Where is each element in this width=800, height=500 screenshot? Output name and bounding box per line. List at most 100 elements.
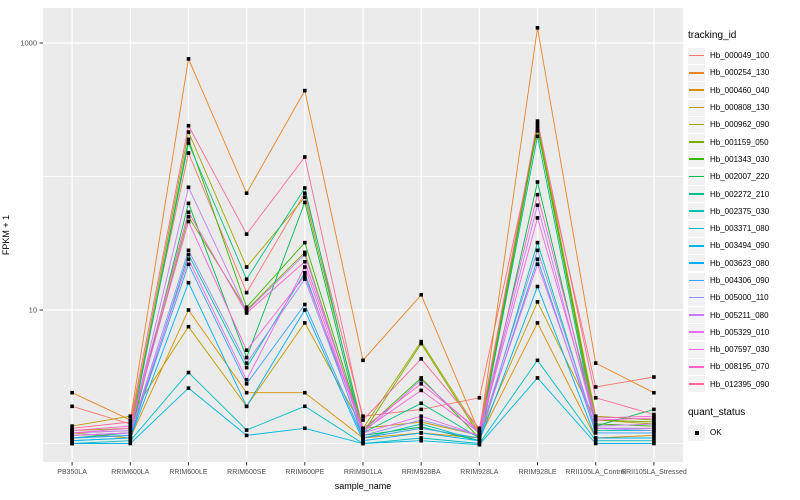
- data-point: [593, 418, 598, 422]
- data-point: [593, 428, 598, 433]
- legend-key-icon: [688, 64, 705, 81]
- legend-item-Hb_001159_050: Hb_001159_050: [688, 133, 800, 151]
- data-point: [186, 123, 191, 128]
- legend-item-Hb_003371_080: Hb_003371_080: [688, 220, 800, 237]
- legend-key-icon: [688, 307, 705, 324]
- legend-key-icon: [688, 376, 705, 393]
- data-point: [419, 388, 423, 393]
- data-point: [70, 426, 74, 431]
- data-point: [419, 407, 423, 412]
- data-point: [535, 216, 540, 220]
- data-point: [419, 339, 423, 344]
- data-point: [419, 376, 423, 380]
- point-marker-icon: [694, 430, 699, 435]
- data-point: [361, 436, 365, 440]
- legend-item-label: Hb_001343_030: [710, 154, 770, 164]
- x-tick-label: PB350LA: [57, 469, 87, 476]
- data-point: [303, 277, 307, 281]
- legend-key-line: [689, 296, 704, 299]
- data-point: [303, 259, 307, 264]
- data-point: [303, 195, 307, 199]
- data-point: [361, 433, 365, 438]
- data-point: [186, 257, 191, 261]
- legend-item-label: Hb_000049_100: [710, 51, 770, 61]
- x-tick-label: RRIM928LA: [460, 469, 498, 476]
- legend-item-label: Hb_012395_090: [710, 379, 770, 389]
- data-point: [186, 280, 191, 285]
- x-tick-label: RRII105LA_Control: [565, 469, 626, 476]
- data-point: [244, 290, 249, 295]
- legend-key-line: [689, 141, 704, 143]
- data-point: [70, 428, 74, 433]
- data-point: [652, 375, 656, 379]
- data-point: [535, 123, 540, 128]
- legend-key-icon: [688, 99, 705, 116]
- data-point: [186, 201, 191, 206]
- legend-key-line: [689, 193, 704, 195]
- data-point: [303, 252, 307, 257]
- data-point: [477, 442, 482, 447]
- legend-key-icon: [688, 358, 705, 375]
- data-point: [128, 433, 133, 438]
- data-point: [128, 414, 133, 418]
- x-tick-label: RRII105LA_Stressed: [621, 469, 687, 476]
- data-point: [477, 428, 482, 433]
- data-point: [303, 200, 307, 205]
- legend: tracking_id Hb_000049_100 Hb_000254_130 Hb…: [688, 30, 800, 441]
- legend-key-line: [689, 89, 704, 91]
- data-point: [419, 341, 423, 346]
- legend-key-icon: [688, 203, 705, 220]
- legend-item-Hb_008195_070: Hb_008195_070: [688, 358, 800, 375]
- data-point: [186, 151, 191, 155]
- data-point: [419, 422, 423, 426]
- data-point: [244, 355, 249, 360]
- data-point: [244, 305, 249, 309]
- legend-key-icon: [688, 220, 705, 237]
- data-point: [128, 441, 133, 446]
- legend-key-icon: [688, 82, 705, 99]
- data-point: [128, 422, 133, 426]
- legend-item-label: Hb_005329_010: [710, 327, 770, 337]
- legend-key-line: [689, 158, 704, 161]
- data-point: [593, 441, 598, 446]
- data-point: [477, 436, 482, 440]
- legend-item-Hb_003623_080: Hb_003623_080: [688, 255, 800, 272]
- y-tick-label: 1000: [20, 39, 37, 48]
- data-point: [303, 426, 307, 431]
- legend-key-line: [689, 348, 704, 351]
- data-point: [652, 426, 656, 431]
- data-point: [244, 191, 249, 195]
- data-point: [593, 431, 598, 435]
- data-point: [652, 424, 656, 428]
- legend-item-Hb_002375_030: Hb_002375_030: [688, 203, 800, 220]
- data-point: [652, 412, 656, 417]
- data-point: [652, 433, 656, 438]
- data-point: [477, 431, 482, 435]
- data-point: [70, 433, 74, 438]
- data-point: [593, 416, 598, 420]
- legend-key-icon: [688, 151, 705, 168]
- data-point: [535, 321, 540, 325]
- data-point: [70, 438, 74, 443]
- data-point: [652, 422, 656, 426]
- data-point: [419, 420, 423, 424]
- data-point: [593, 361, 598, 365]
- legend-item-label: Hb_000962_090: [710, 120, 770, 130]
- data-point: [70, 390, 74, 395]
- data-point: [303, 404, 307, 409]
- y-axis-title: FPKM + 1: [1, 214, 11, 256]
- data-point: [244, 433, 249, 438]
- data-point: [652, 428, 656, 433]
- legend-key-line: [689, 262, 704, 264]
- data-point: [477, 438, 482, 443]
- data-point: [244, 378, 249, 382]
- x-tick-label: RRIM600SE: [227, 469, 266, 476]
- data-point: [535, 192, 540, 197]
- data-point: [186, 185, 191, 190]
- data-point: [244, 265, 249, 269]
- data-point: [535, 121, 540, 126]
- legend-key-line: [689, 106, 704, 109]
- legend-key-line: [689, 365, 704, 368]
- data-point: [535, 26, 540, 30]
- legend-key-icon: [688, 341, 705, 358]
